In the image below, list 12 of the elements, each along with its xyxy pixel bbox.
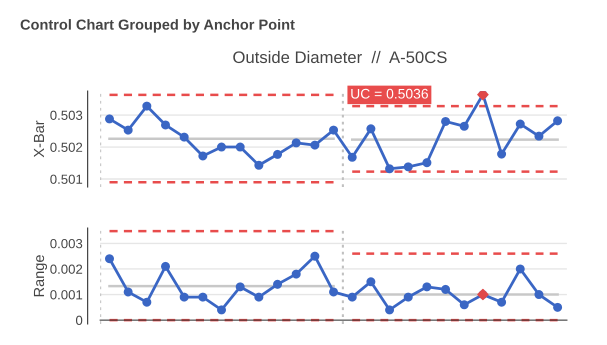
y-axis-title: X-Bar: [34, 120, 44, 158]
y-tick-label: 0.501: [50, 174, 82, 184]
y-tick-label: 0.001: [50, 290, 82, 300]
y-tick-label: 0: [76, 316, 82, 326]
y-tick-label: 0.003: [50, 238, 82, 248]
y-tick-label: 0.502: [50, 142, 82, 152]
y-tick-label: 0.002: [50, 264, 82, 274]
y-tick-label: 0.503: [50, 110, 82, 120]
chart-title: Control Chart Grouped by Anchor Point: [20, 19, 295, 33]
y-axis-title: Range: [34, 255, 47, 296]
annotation: UC = 0.5036: [351, 88, 428, 99]
chart-subtitle: Outside Diameter // A-50CS: [233, 50, 447, 64]
